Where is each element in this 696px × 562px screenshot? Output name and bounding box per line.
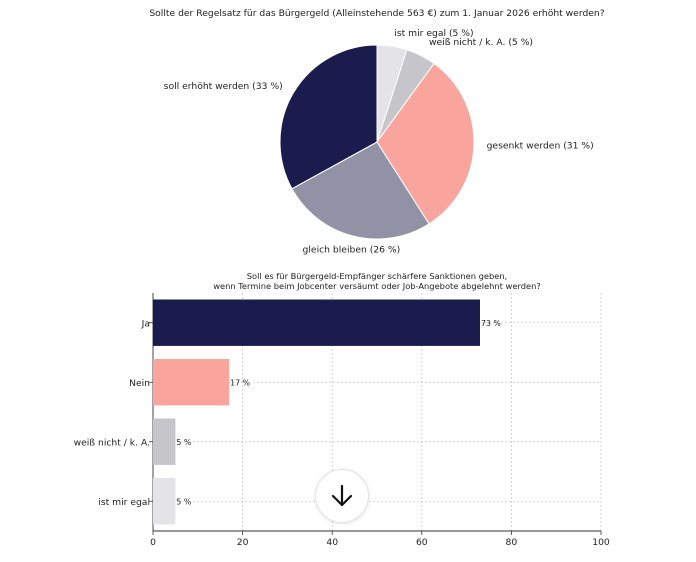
arrow-down-icon [331,484,353,507]
pie-title: Sollte der Regelsatz für das Bürgergeld … [149,8,604,19]
bar-nein [153,359,230,406]
pie-labels: ist mir egal (5 %)weiß nicht / k. A. (5 … [164,28,594,256]
value-label-ist-mir-egal: 5 % [176,497,191,506]
x-tick-label-60: 60 [416,537,428,548]
x-tick-label-40: 40 [326,537,338,548]
pie-label-soll-erh-ht-werden-33: soll erhöht werden (33 %) [164,81,283,92]
pie-slice-soll-erh-ht-werden-33 [279,44,378,190]
category-label-wei-nicht-k-a: weiß nicht / k. A. [74,437,150,448]
value-label-nein: 17 % [230,378,250,387]
bar-ja [153,299,480,346]
scroll-down-button[interactable] [315,469,369,523]
pie-label-wei-nicht-k-a-5: weiß nicht / k. A. (5 %) [429,37,533,48]
category-label-ja: Ja [141,318,150,329]
pie-slice-gesenkt-werden-31 [376,62,475,225]
pie-label-ist-mir-egal-5: ist mir egal (5 %) [394,28,473,39]
pie-slice-gleich-bleiben-26 [291,141,430,240]
bar-title-line-2: wenn Termine beim Jobcenter versäumt ode… [213,281,541,291]
value-label-ja: 73 % [481,319,501,328]
x-tick-label-20: 20 [237,537,249,548]
pie-label-gleich-bleiben-26: gleich bleiben (26 %) [303,245,401,256]
category-label-nein: Nein [129,378,150,389]
bar-chart: 73 % 17 % 5 % 5 % [153,299,501,525]
pie-label-gesenkt-werden-31: gesenkt werden (31 %) [487,140,594,151]
x-tick-label-80: 80 [506,537,518,548]
bar-title-line-1: Soll es für Bürgergeld-Empfänger schärfe… [247,271,508,281]
x-tick-label-0: 0 [150,537,156,548]
category-label-ist-mir-egal: ist mir egal [98,497,150,508]
pie-chart [279,44,475,240]
x-tick-label-100: 100 [592,537,610,548]
bar-ist-mir-egal [153,478,176,525]
bar-wei-nicht-k-a [153,418,176,465]
value-label-wei-nicht-k-a: 5 % [176,438,191,447]
